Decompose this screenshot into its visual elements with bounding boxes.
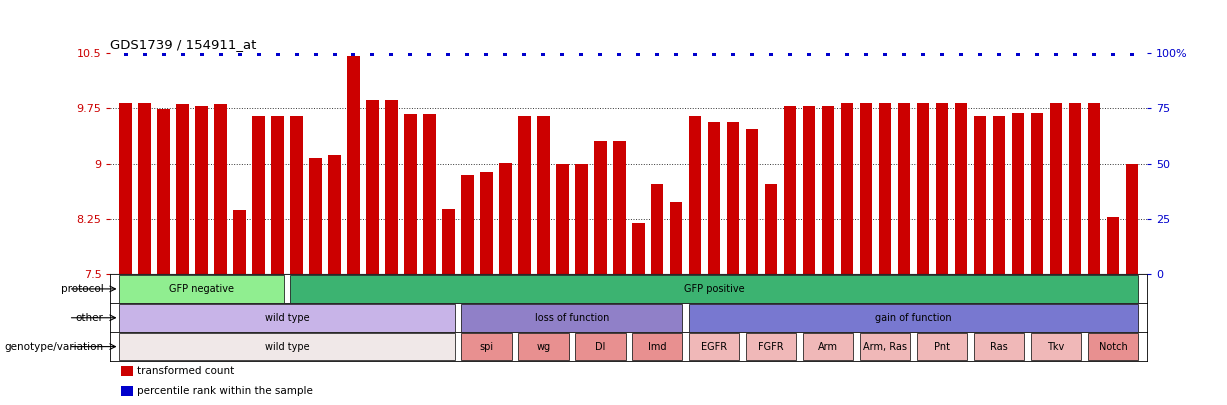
Bar [1107, 217, 1119, 275]
Bar [1126, 164, 1139, 275]
Bar [840, 103, 854, 275]
Bar [157, 109, 169, 275]
Text: loss of function: loss of function [535, 313, 609, 323]
Bar [1031, 333, 1081, 360]
Text: transformed count: transformed count [137, 366, 234, 376]
Bar [119, 333, 455, 360]
Bar [879, 103, 891, 275]
Bar [708, 122, 720, 275]
Bar [936, 103, 948, 275]
Bar [119, 103, 131, 275]
Bar [974, 333, 1025, 360]
Bar [632, 223, 644, 275]
Bar [1012, 113, 1025, 275]
Text: FGFR: FGFR [758, 341, 784, 352]
Text: wild type: wild type [265, 313, 309, 323]
Bar [917, 333, 967, 360]
Bar [993, 115, 1005, 275]
Bar [442, 209, 455, 275]
Bar [898, 103, 910, 275]
Bar [461, 333, 512, 360]
Bar [518, 115, 530, 275]
Bar [385, 100, 398, 275]
Text: spi: spi [480, 341, 493, 352]
Bar [271, 115, 283, 275]
Bar [233, 210, 245, 275]
Bar [404, 114, 417, 275]
Text: Ras: Ras [990, 341, 1009, 352]
Bar [746, 333, 796, 360]
Bar [120, 366, 134, 376]
Text: Tkv: Tkv [1048, 341, 1065, 352]
Text: protocol: protocol [60, 284, 103, 294]
Text: Dl: Dl [595, 341, 606, 352]
Bar [347, 56, 360, 275]
Bar [690, 333, 740, 360]
Bar [690, 304, 1139, 332]
Bar [367, 100, 379, 275]
Bar [537, 115, 550, 275]
Text: percentile rank within the sample: percentile rank within the sample [137, 386, 313, 396]
Bar [822, 106, 834, 275]
Bar [119, 275, 283, 303]
Text: other: other [76, 313, 103, 323]
Text: EGFR: EGFR [701, 341, 728, 352]
Bar [1050, 103, 1063, 275]
Bar [1069, 103, 1081, 275]
Bar [974, 115, 987, 275]
Bar [917, 103, 929, 275]
Text: wg: wg [536, 341, 551, 352]
Bar [690, 115, 702, 275]
Text: Pnt: Pnt [934, 341, 950, 352]
Text: Arm: Arm [818, 341, 838, 352]
Bar [120, 386, 134, 396]
Bar [461, 175, 474, 275]
Bar [1031, 113, 1043, 275]
Bar [594, 141, 606, 275]
Bar [195, 106, 207, 275]
Bar [423, 114, 436, 275]
Bar [746, 129, 758, 275]
Bar [329, 156, 341, 275]
Text: Arm, Ras: Arm, Ras [863, 341, 907, 352]
Bar [309, 158, 321, 275]
Bar [766, 184, 778, 275]
Text: gain of function: gain of function [875, 313, 952, 323]
Bar [1088, 103, 1101, 275]
Bar [291, 115, 303, 275]
Bar [652, 184, 664, 275]
Bar [518, 333, 568, 360]
Text: GFP positive: GFP positive [683, 284, 745, 294]
Bar [119, 304, 455, 332]
Bar [802, 106, 816, 275]
Text: Notch: Notch [1098, 341, 1128, 352]
Bar [860, 103, 872, 275]
Bar [955, 103, 967, 275]
Bar [291, 275, 1139, 303]
Bar [215, 104, 227, 275]
Bar [253, 115, 265, 275]
Bar [139, 103, 151, 275]
Text: GFP negative: GFP negative [169, 284, 234, 294]
Bar [480, 173, 492, 275]
Bar [177, 104, 189, 275]
Bar [556, 164, 568, 275]
Bar [461, 304, 682, 332]
Bar [1088, 333, 1139, 360]
Bar [784, 106, 796, 275]
Bar [728, 122, 740, 275]
Bar [670, 202, 682, 275]
Text: GDS1739 / 154911_at: GDS1739 / 154911_at [110, 38, 256, 51]
Bar [860, 333, 910, 360]
Text: genotype/variation: genotype/variation [5, 341, 103, 352]
Text: wild type: wild type [265, 341, 309, 352]
Text: Imd: Imd [648, 341, 666, 352]
Bar [632, 333, 682, 360]
Bar [802, 333, 854, 360]
Bar [575, 164, 588, 275]
Bar [499, 163, 512, 275]
Bar [575, 333, 626, 360]
Bar [614, 141, 626, 275]
